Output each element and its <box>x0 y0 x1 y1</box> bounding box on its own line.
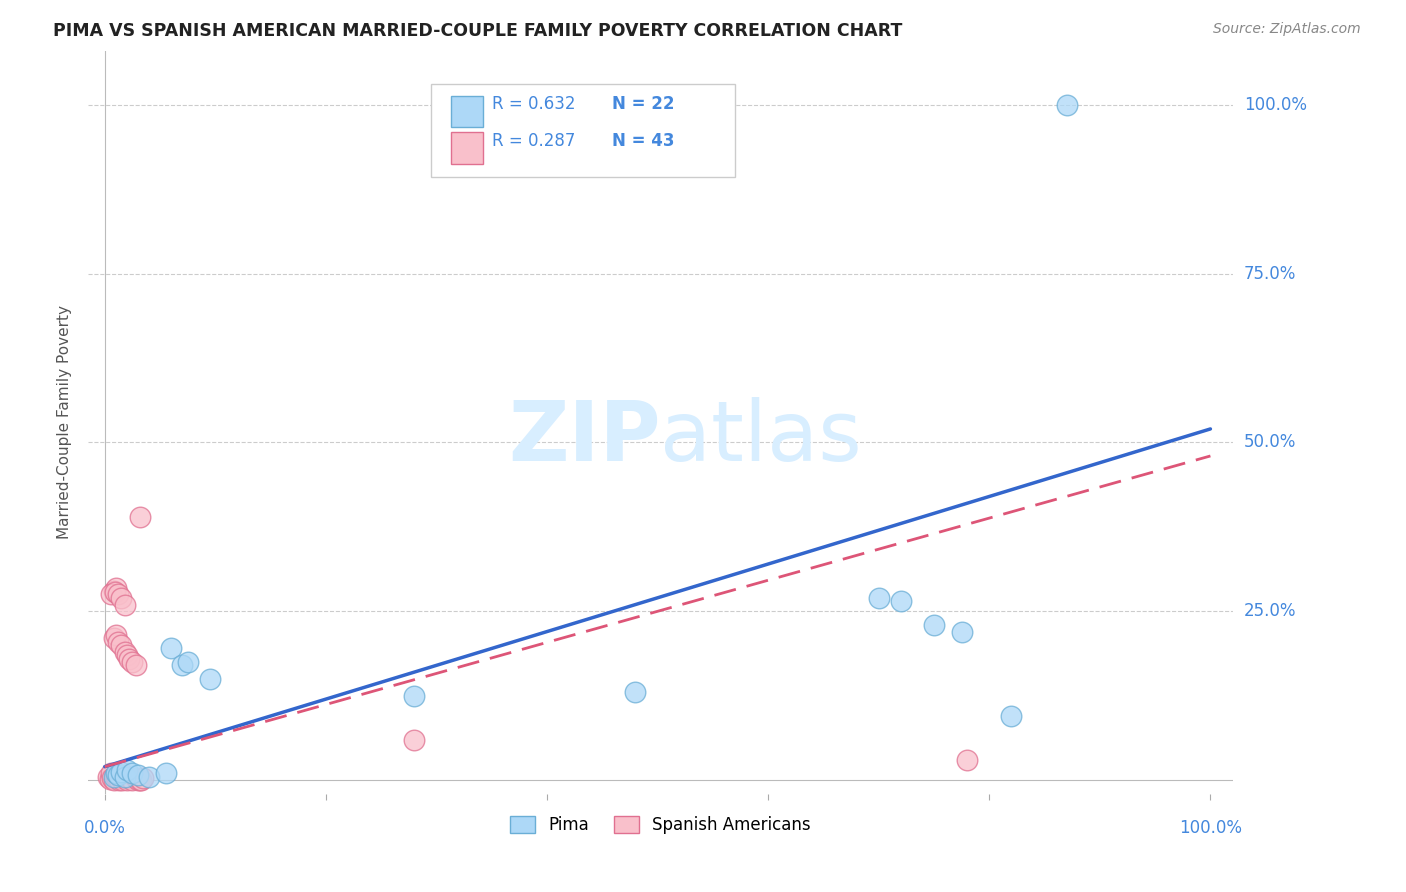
Point <box>105 771 128 785</box>
Point <box>624 685 647 699</box>
Point <box>114 770 136 784</box>
Point <box>103 770 125 784</box>
Text: 25.0%: 25.0% <box>1244 602 1296 620</box>
Point <box>176 655 198 669</box>
Point <box>104 770 127 784</box>
Text: N = 22: N = 22 <box>612 95 675 113</box>
Point <box>115 648 138 663</box>
Point <box>103 773 125 788</box>
Text: 100.0%: 100.0% <box>1178 819 1241 837</box>
Point <box>104 766 127 780</box>
Point <box>110 765 132 780</box>
Text: 0.0%: 0.0% <box>84 819 125 837</box>
Point <box>115 763 138 777</box>
FancyBboxPatch shape <box>432 84 735 177</box>
Text: Source: ZipAtlas.com: Source: ZipAtlas.com <box>1213 22 1361 37</box>
Point <box>890 594 912 608</box>
Bar <box>451 132 484 163</box>
Point <box>118 770 141 784</box>
Point <box>103 632 125 646</box>
Text: 75.0%: 75.0% <box>1244 265 1296 283</box>
Point <box>107 587 129 601</box>
Point <box>1000 709 1022 723</box>
Point <box>132 771 155 785</box>
Point <box>98 772 121 786</box>
Point <box>129 773 152 788</box>
Point <box>107 634 129 648</box>
Text: R = 0.632: R = 0.632 <box>492 95 575 113</box>
Point <box>138 770 160 784</box>
Point <box>1056 97 1078 112</box>
Point <box>104 585 127 599</box>
Point <box>114 771 136 785</box>
Point <box>97 770 120 784</box>
Point <box>129 509 152 524</box>
Point <box>100 587 122 601</box>
Point <box>404 689 426 703</box>
Point <box>118 651 141 665</box>
Y-axis label: Married-Couple Family Poverty: Married-Couple Family Poverty <box>58 305 72 539</box>
Point <box>121 773 143 788</box>
Text: 100.0%: 100.0% <box>1244 95 1306 113</box>
Point <box>110 770 132 784</box>
Point <box>956 753 979 767</box>
Text: PIMA VS SPANISH AMERICAN MARRIED-COUPLE FAMILY POVERTY CORRELATION CHART: PIMA VS SPANISH AMERICAN MARRIED-COUPLE … <box>53 22 903 40</box>
Point <box>100 766 122 780</box>
Point <box>121 766 143 780</box>
Point <box>110 638 132 652</box>
Point <box>115 773 138 788</box>
Text: N = 43: N = 43 <box>612 132 675 151</box>
Point <box>110 771 132 785</box>
Point <box>155 766 177 780</box>
Point <box>111 773 134 788</box>
Point <box>922 617 945 632</box>
Point <box>104 628 127 642</box>
Bar <box>451 96 484 128</box>
Point <box>160 641 183 656</box>
Point <box>404 732 426 747</box>
Point <box>121 655 143 669</box>
Point <box>114 645 136 659</box>
Legend: Pima, Spanish Americans: Pima, Spanish Americans <box>503 810 817 841</box>
Point <box>172 658 194 673</box>
Point <box>129 773 152 788</box>
Point <box>868 591 890 605</box>
Point <box>127 773 149 788</box>
Point <box>101 771 124 785</box>
Point <box>125 771 148 785</box>
Point <box>108 773 131 788</box>
Point <box>114 770 136 784</box>
Point <box>103 584 125 599</box>
Point <box>107 768 129 782</box>
Point <box>110 591 132 605</box>
Point <box>950 624 973 639</box>
Point <box>107 768 129 782</box>
Point <box>112 768 135 782</box>
Point <box>198 672 221 686</box>
Text: atlas: atlas <box>661 397 862 477</box>
Point <box>114 598 136 612</box>
Point <box>125 658 148 673</box>
Point <box>104 581 127 595</box>
Point <box>127 768 149 782</box>
Point <box>104 768 127 782</box>
Text: 50.0%: 50.0% <box>1244 434 1296 451</box>
Text: R = 0.287: R = 0.287 <box>492 132 575 151</box>
Text: ZIP: ZIP <box>508 397 661 477</box>
